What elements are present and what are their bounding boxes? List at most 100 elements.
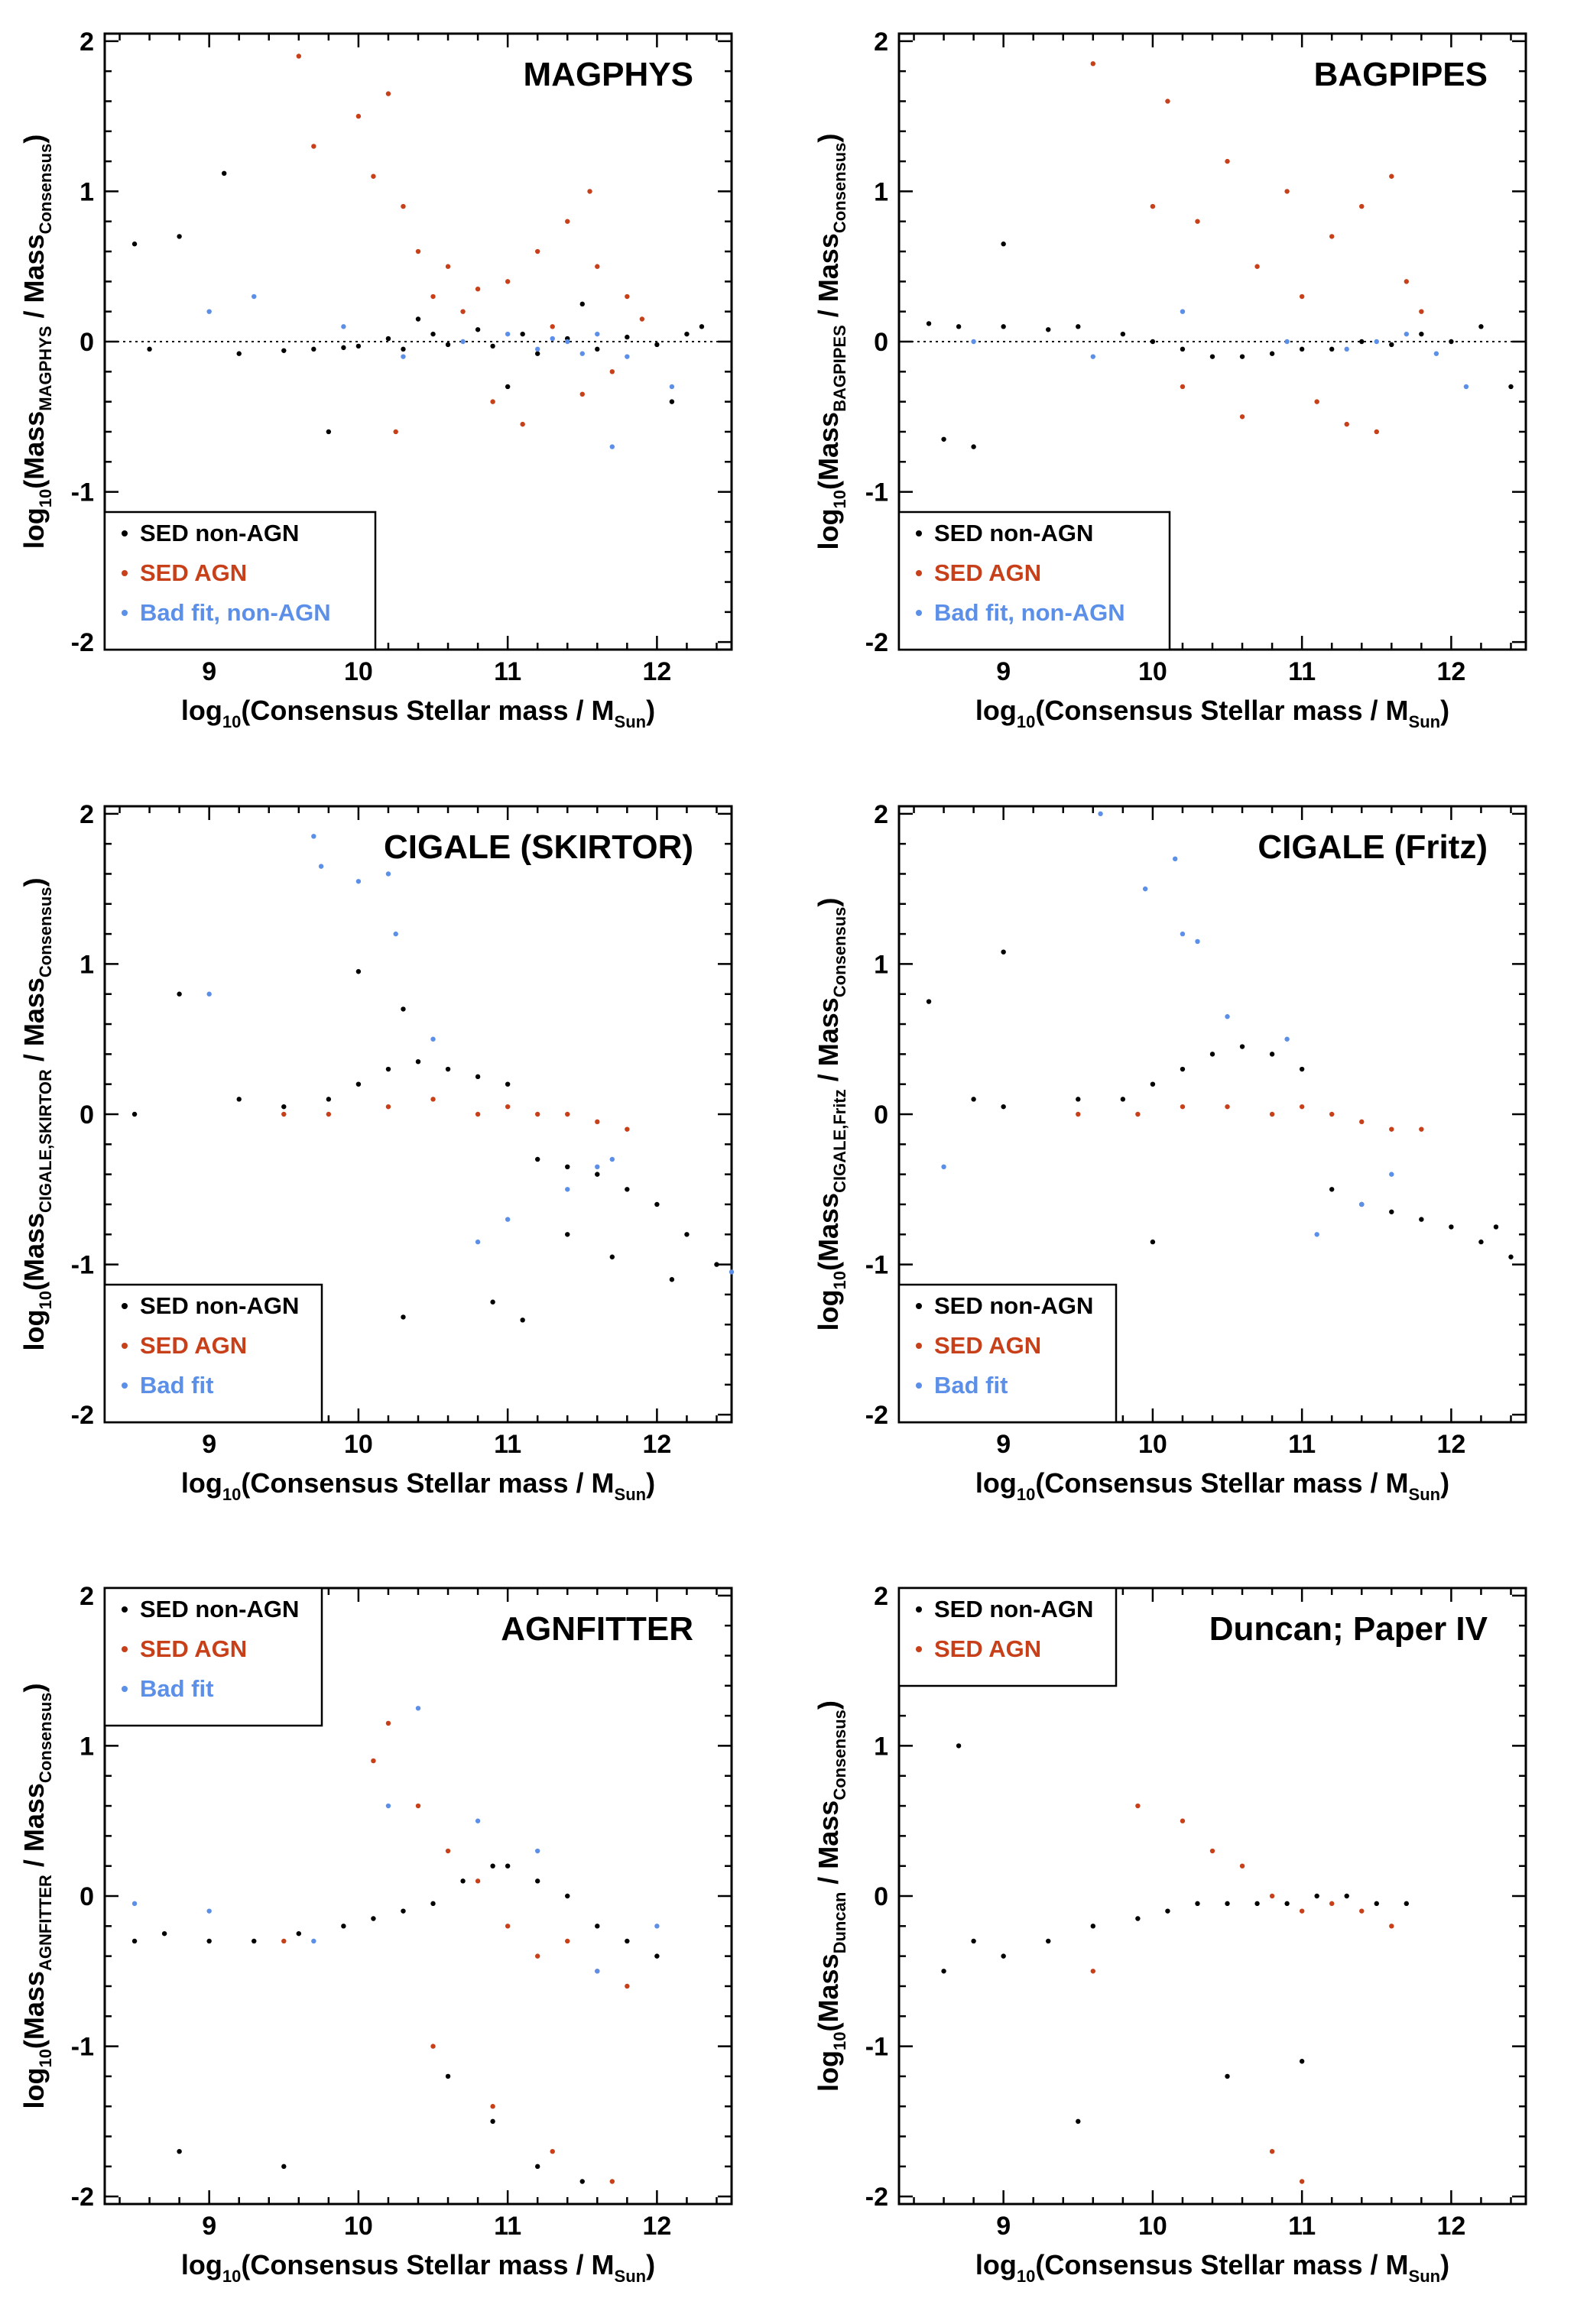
data-point: [565, 219, 570, 224]
data-point: [971, 339, 976, 345]
data-point: [714, 1262, 719, 1267]
data-point: [355, 1081, 362, 1087]
data-point: [415, 1706, 421, 1711]
legend-label: SED non-AGN: [934, 520, 1093, 546]
data-point: [385, 91, 391, 96]
y-axis-title: log10(MassAGNFITTER / MassConsensus): [18, 1683, 55, 2108]
data-point: [318, 864, 324, 869]
data-point: [475, 327, 481, 332]
data-point: [490, 1299, 495, 1305]
data-point: [1329, 1187, 1335, 1192]
legend-marker: [916, 1343, 922, 1349]
y-tick-label: -1: [865, 478, 888, 507]
legend-label: SED AGN: [934, 559, 1041, 586]
data-point: [1165, 1908, 1170, 1914]
data-point: [1180, 1104, 1186, 1110]
data-point: [505, 1924, 511, 1929]
data-point: [520, 1318, 525, 1323]
data-point: [1344, 421, 1349, 427]
x-axis-title: log10(Consensus Stellar mass / MSun): [181, 1467, 655, 1504]
y-tick-label: -1: [71, 1251, 94, 1280]
y-tick-label: -1: [71, 478, 94, 507]
data-point: [430, 331, 436, 337]
data-point: [1299, 1908, 1305, 1914]
data-point: [956, 1743, 962, 1749]
legend-label: SED non-AGN: [140, 520, 299, 546]
data-point: [1001, 1953, 1006, 1959]
data-point: [177, 2148, 182, 2154]
legend-label: Bad fit, non-AGN: [934, 599, 1125, 626]
data-point: [1478, 324, 1484, 329]
legend-marker: [916, 1303, 922, 1309]
data-point: [1195, 219, 1200, 224]
panel-title: BAGPIPES: [1314, 56, 1488, 93]
legend-marker: [916, 610, 922, 616]
legend-marker: [122, 530, 128, 536]
data-point: [565, 1938, 570, 1944]
data-point: [595, 1119, 600, 1125]
data-point: [669, 399, 675, 404]
data-point: [971, 1097, 976, 1102]
data-point: [311, 144, 316, 149]
data-point: [475, 1111, 481, 1117]
data-point: [131, 1111, 138, 1117]
x-axis-title: log10(Consensus Stellar mass / MSun): [975, 695, 1449, 731]
data-point: [401, 1908, 406, 1914]
series-sed-non-agn: [926, 241, 1514, 449]
data-point: [550, 2148, 555, 2154]
y-tick-label: 1: [80, 1732, 94, 1761]
y-tick-label: 1: [874, 177, 888, 206]
data-point: [221, 170, 227, 177]
x-tick-label: 10: [1138, 657, 1167, 686]
data-point: [595, 1164, 600, 1170]
series-sed-non-agn: [926, 949, 1514, 1259]
data-point: [1150, 339, 1156, 345]
data-point: [1359, 1119, 1365, 1125]
data-point: [669, 384, 675, 390]
data-point: [587, 189, 592, 194]
data-point: [1209, 1848, 1215, 1854]
legend-marker: [916, 1606, 922, 1613]
data-point: [401, 1314, 406, 1320]
data-point: [1299, 2059, 1305, 2064]
data-point: [1001, 1104, 1006, 1110]
data-point: [311, 346, 316, 352]
legend: SED non-AGN SED AGN: [897, 1587, 1118, 1687]
data-point: [654, 1201, 660, 1207]
data-point: [445, 264, 451, 269]
data-point: [475, 286, 481, 292]
data-point: [1389, 1924, 1394, 1929]
legend-marker: [916, 530, 922, 536]
data-point: [579, 391, 585, 397]
legend-box: [103, 511, 377, 651]
x-tick-label: 9: [996, 1430, 1011, 1459]
data-point: [1329, 1901, 1335, 1907]
data-point: [252, 293, 257, 300]
legend-marker: [122, 1303, 128, 1309]
data-point: [639, 316, 645, 322]
data-point: [326, 429, 332, 435]
data-point: [534, 2164, 540, 2170]
data-point: [475, 1818, 481, 1823]
x-tick-label: 12: [1436, 1430, 1465, 1459]
data-point: [1180, 309, 1186, 314]
data-point: [1329, 346, 1335, 352]
legend-box: [103, 1587, 323, 1727]
data-point: [565, 339, 570, 345]
data-point: [371, 1916, 376, 1921]
data-point: [941, 1164, 946, 1170]
data-point: [131, 1938, 138, 1944]
y-axis-title: log10(MassCIGALE,SKIRTOR / MassConsensus…: [18, 878, 55, 1351]
data-point: [1090, 354, 1096, 359]
data-point: [1359, 1908, 1365, 1914]
data-point: [1449, 339, 1454, 345]
data-point: [1299, 293, 1305, 300]
y-tick-label: 0: [874, 1100, 888, 1130]
data-point: [475, 1878, 481, 1884]
data-point: [355, 113, 362, 119]
y-tick-label: -2: [71, 1401, 94, 1430]
series-bad-fit: [131, 1706, 660, 1974]
series-sed-non-agn: [941, 1743, 1410, 2125]
legend-marker: [916, 570, 922, 576]
